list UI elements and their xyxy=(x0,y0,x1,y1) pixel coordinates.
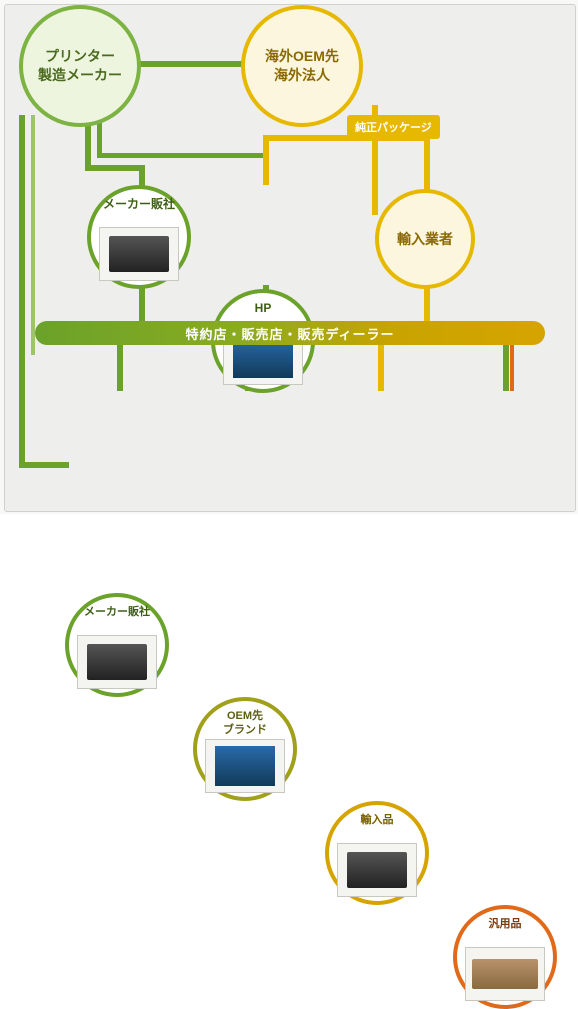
edge xyxy=(125,61,255,67)
edge xyxy=(85,123,91,171)
node-label: HP xyxy=(215,301,311,317)
dealer-bar: 特約店・販売店・販売ディーラー xyxy=(35,321,545,345)
node-maker-sales-2: メーカー販社 xyxy=(65,593,169,697)
bar-label: 特約店・販売店・販売ディーラー xyxy=(185,324,394,343)
node-label: 輸入品 xyxy=(329,813,425,827)
node-label: メーカー販社 xyxy=(91,197,187,213)
node-label: 輸入業者 xyxy=(397,229,453,249)
node-label: 海外OEM先 海外法人 xyxy=(265,47,339,85)
node-importer: 輸入業者 xyxy=(375,189,475,289)
product-image xyxy=(77,635,157,689)
diagram-panel: 純正パッケージ プリンター 製造メーカー 海外OEM先 海外法人 メーカー販社 … xyxy=(4,4,576,512)
edge xyxy=(19,115,25,465)
tag-label: 純正パッケージ xyxy=(355,122,432,134)
edge xyxy=(85,165,145,171)
edge xyxy=(117,341,123,391)
product-image xyxy=(465,947,545,1001)
edge xyxy=(503,341,509,391)
product-image xyxy=(205,739,285,793)
node-oem-overseas: 海外OEM先 海外法人 xyxy=(241,5,363,127)
node-oem-brand: OEM先 ブランド xyxy=(193,697,297,801)
edge xyxy=(139,285,145,325)
edge xyxy=(97,153,263,158)
node-general-goods: 汎用品 xyxy=(453,905,557,1009)
edge xyxy=(19,462,69,468)
tag-genuine-package: 純正パッケージ xyxy=(347,115,440,139)
node-label: プリンター 製造メーカー xyxy=(38,47,122,85)
diagram-canvas: 純正パッケージ プリンター 製造メーカー 海外OEM先 海外法人 メーカー販社 … xyxy=(0,0,578,514)
node-label: OEM先 ブランド xyxy=(197,709,293,738)
node-maker-sales-1: メーカー販社 xyxy=(87,185,191,289)
edge xyxy=(378,341,384,391)
edge xyxy=(510,341,514,391)
edge xyxy=(31,115,35,355)
node-label: 汎用品 xyxy=(457,917,553,931)
edge xyxy=(424,285,430,325)
edge xyxy=(97,123,102,157)
node-import-goods: 輸入品 xyxy=(325,801,429,905)
product-image xyxy=(99,227,179,281)
product-image xyxy=(337,843,417,897)
node-printer-maker: プリンター 製造メーカー xyxy=(19,5,141,127)
node-label: メーカー販社 xyxy=(69,605,165,619)
edge xyxy=(263,135,269,185)
